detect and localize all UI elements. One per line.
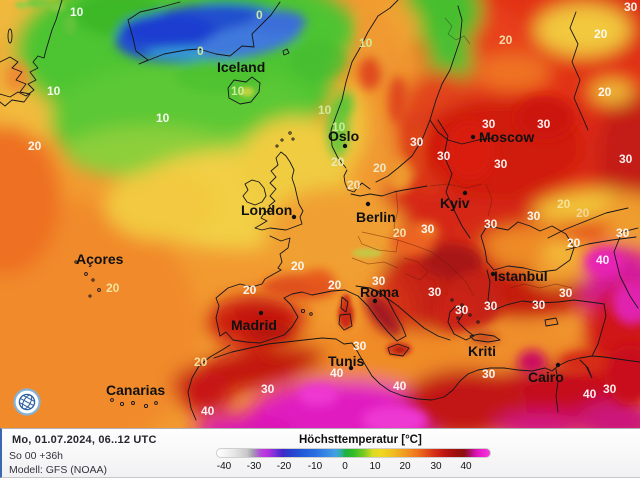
svg-text:20: 20 xyxy=(328,278,342,292)
svg-text:20: 20 xyxy=(347,178,361,192)
svg-text:30: 30 xyxy=(484,217,498,231)
svg-text:Istanbul: Istanbul xyxy=(494,268,548,284)
svg-text:30: 30 xyxy=(437,149,451,163)
svg-text:30: 30 xyxy=(603,382,617,396)
svg-text:Cairo: Cairo xyxy=(528,369,564,385)
svg-text:30: 30 xyxy=(624,0,638,14)
svg-text:30: 30 xyxy=(428,285,442,299)
svg-text:Kriti: Kriti xyxy=(468,343,496,359)
svg-text:30: 30 xyxy=(421,222,435,236)
svg-text:30: 30 xyxy=(353,339,367,353)
svg-text:30: 30 xyxy=(484,299,498,313)
svg-text:30: 30 xyxy=(619,152,633,166)
svg-text:30: 30 xyxy=(537,117,551,131)
svg-text:10: 10 xyxy=(231,84,245,98)
svg-text:Açores: Açores xyxy=(76,251,124,267)
svg-text:30: 30 xyxy=(559,286,573,300)
svg-text:0: 0 xyxy=(256,8,263,22)
svg-text:20: 20 xyxy=(291,259,305,273)
svg-text:30: 30 xyxy=(527,209,541,223)
svg-text:20: 20 xyxy=(194,355,208,369)
svg-text:10: 10 xyxy=(156,111,170,125)
svg-text:20: 20 xyxy=(576,206,590,220)
svg-text:London: London xyxy=(241,202,292,218)
svg-text:30: 30 xyxy=(616,226,630,240)
svg-text:10: 10 xyxy=(359,36,373,50)
svg-text:40: 40 xyxy=(583,387,597,401)
svg-text:40: 40 xyxy=(201,404,215,418)
svg-text:40: 40 xyxy=(393,379,407,393)
svg-text:20: 20 xyxy=(393,226,407,240)
svg-text:Kyiv: Kyiv xyxy=(440,195,470,211)
svg-text:30: 30 xyxy=(410,135,424,149)
svg-text:10: 10 xyxy=(332,120,346,134)
svg-text:20: 20 xyxy=(373,161,387,175)
svg-text:20: 20 xyxy=(567,236,581,250)
svg-text:30: 30 xyxy=(372,274,386,288)
svg-text:30: 30 xyxy=(532,298,546,312)
svg-text:20: 20 xyxy=(106,281,120,295)
svg-text:20: 20 xyxy=(28,139,42,153)
svg-text:30: 30 xyxy=(482,117,496,131)
svg-text:Canarias: Canarias xyxy=(106,382,165,398)
svg-text:30: 30 xyxy=(261,382,275,396)
svg-text:Moscow: Moscow xyxy=(479,129,534,145)
svg-text:Berlin: Berlin xyxy=(356,209,396,225)
svg-text:20: 20 xyxy=(557,197,571,211)
svg-text:30: 30 xyxy=(494,157,508,171)
svg-text:10: 10 xyxy=(318,103,332,117)
svg-text:10: 10 xyxy=(70,5,84,19)
svg-text:Iceland: Iceland xyxy=(217,59,265,75)
svg-text:Oslo: Oslo xyxy=(328,128,359,144)
svg-text:20: 20 xyxy=(499,33,513,47)
svg-text:Roma: Roma xyxy=(360,284,399,300)
svg-text:40: 40 xyxy=(330,366,344,380)
svg-text:Madrid: Madrid xyxy=(231,317,277,333)
svg-text:10: 10 xyxy=(47,84,61,98)
svg-text:20: 20 xyxy=(594,27,608,41)
svg-text:20: 20 xyxy=(598,85,612,99)
svg-text:40: 40 xyxy=(596,253,610,267)
svg-text:30: 30 xyxy=(482,367,496,381)
svg-text:20: 20 xyxy=(243,283,257,297)
svg-text:0: 0 xyxy=(197,44,204,58)
svg-text:30: 30 xyxy=(455,303,469,317)
svg-text:Tunis: Tunis xyxy=(328,353,365,369)
svg-text:20: 20 xyxy=(331,155,345,169)
